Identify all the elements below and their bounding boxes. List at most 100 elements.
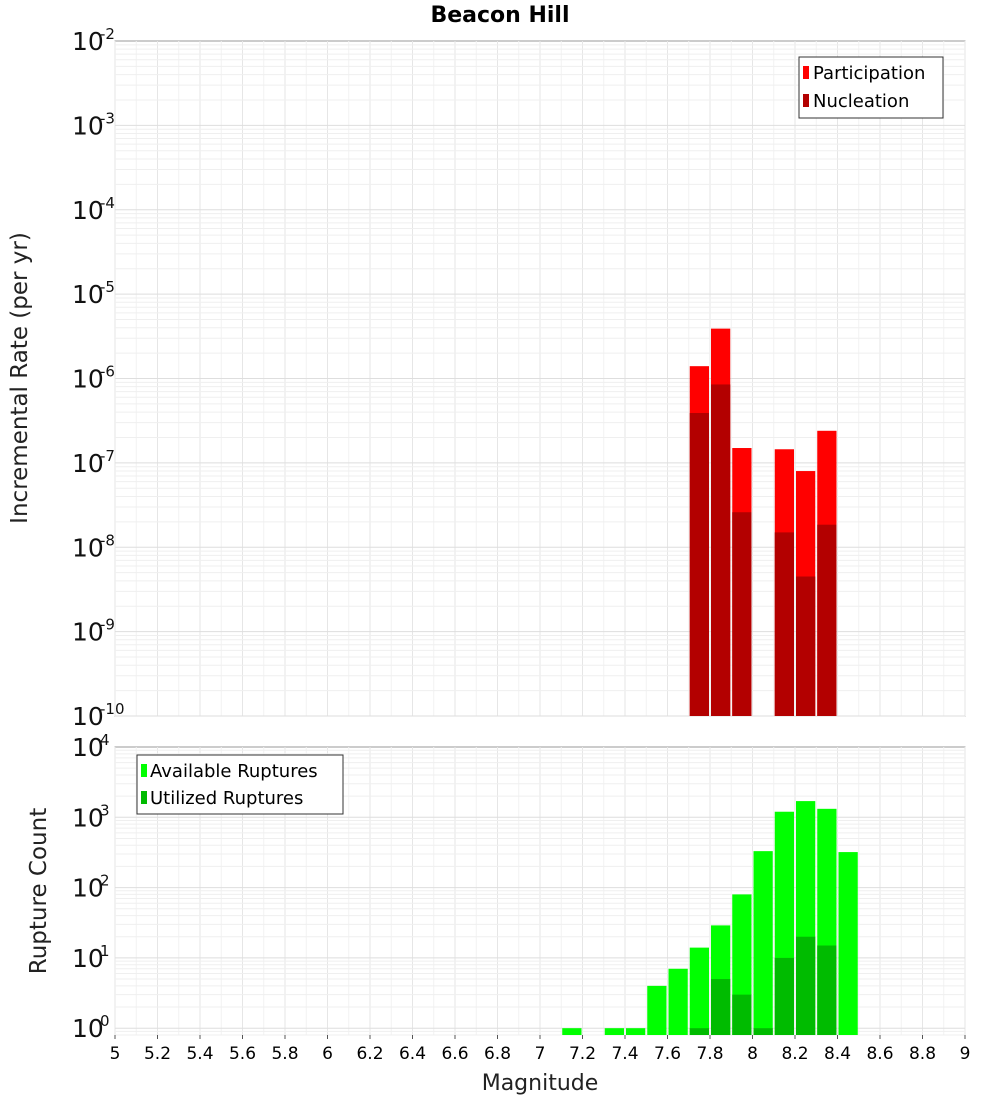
utilized-ruptures-bar — [753, 1028, 773, 1035]
nucleation-bar — [796, 576, 816, 716]
y-tick-base: 10 — [72, 27, 104, 56]
available-ruptures-bar — [668, 968, 688, 1035]
y-tick-exponent: -4 — [100, 194, 115, 212]
y-tick-base: 10 — [72, 618, 104, 647]
nucleation-bar — [774, 532, 794, 716]
count-x-ticks: 5 5.2 5.4 5.6 5.8 6 6.2 6.4 6.6 6.8 7 7.2 7.4 7.6 7.8 8… — [110, 1035, 971, 1064]
nucleation-legend-label: Nucleation — [813, 91, 909, 112]
y-tick-label: 100 — [72, 1012, 110, 1043]
chart-title: Beacon Hill — [430, 3, 569, 28]
y-tick-label: 104 — [72, 731, 110, 762]
y-tick-base: 10 — [72, 280, 104, 309]
x-tick-label: 6 — [322, 1044, 333, 1064]
y-tick-exponent: -7 — [100, 447, 115, 465]
y-tick-base: 10 — [72, 365, 104, 394]
y-tick-base: 10 — [72, 733, 104, 762]
available-ruptures-bar — [626, 1028, 646, 1035]
available-legend-label: Available Ruptures — [150, 761, 318, 782]
x-tick-label: 8.8 — [909, 1044, 936, 1064]
x-tick-label: 9 — [960, 1044, 971, 1064]
y-tick-exponent: 2 — [100, 872, 110, 890]
x-tick-label: 6.8 — [484, 1044, 511, 1064]
y-tick-label: 10-2 — [72, 25, 115, 56]
y-tick-label: 10-9 — [72, 616, 115, 647]
participation-legend-swatch — [803, 66, 809, 79]
x-tick-label: 8.2 — [781, 1044, 808, 1064]
y-tick-base: 10 — [72, 874, 104, 903]
y-tick-exponent: 0 — [100, 1012, 110, 1030]
participation-legend-label: Participation — [813, 63, 925, 84]
utilized-legend-label: Utilized Ruptures — [150, 788, 303, 809]
nucleation-bar — [732, 512, 752, 716]
y-tick-base: 10 — [72, 196, 104, 225]
x-tick-label: 6.6 — [441, 1044, 468, 1064]
x-tick-label: 7.6 — [654, 1044, 681, 1064]
y-tick-exponent: 3 — [100, 801, 110, 819]
x-tick-label: 6.4 — [399, 1044, 426, 1064]
y-tick-label: 103 — [72, 801, 110, 832]
count-legend-box — [136, 754, 344, 815]
available-legend-swatch — [141, 764, 147, 777]
rate-legend-box — [798, 56, 944, 119]
utilized-ruptures-bar — [774, 957, 794, 1035]
available-ruptures-bar — [838, 852, 858, 1035]
y-tick-base: 10 — [72, 533, 104, 562]
x-tick-label: 8 — [747, 1044, 758, 1064]
y-tick-exponent: -8 — [100, 531, 115, 549]
y-tick-label: 10-8 — [72, 531, 115, 562]
rate-y-axis-label: Incremental Rate (per yr) — [7, 232, 33, 524]
utilized-legend-swatch — [141, 791, 147, 804]
utilized-ruptures-bar — [796, 936, 816, 1035]
y-tick-base: 10 — [72, 944, 104, 973]
count-legend: Available Ruptures Utilized Ruptures — [136, 754, 344, 815]
rate-bars — [689, 328, 837, 716]
nucleation-legend-swatch — [803, 94, 809, 107]
available-ruptures-bar — [647, 985, 667, 1035]
available-ruptures-bar — [689, 947, 709, 1035]
y-tick-exponent: 1 — [100, 942, 110, 960]
y-tick-exponent: -9 — [100, 616, 115, 634]
y-tick-base: 10 — [72, 803, 104, 832]
rate-panel: Beacon Hill 10-1010-910-810-710-610-510-… — [7, 3, 966, 731]
x-tick-label: 7.2 — [569, 1044, 596, 1064]
count-bars — [562, 801, 858, 1035]
y-tick-label: 102 — [72, 872, 110, 903]
x-tick-label: 5.4 — [186, 1044, 213, 1064]
x-tick-label: 5.8 — [271, 1044, 298, 1064]
available-ruptures-bar — [753, 851, 773, 1035]
y-tick-label: 10-7 — [72, 447, 115, 478]
x-tick-label: 8.4 — [824, 1044, 851, 1064]
y-tick-exponent: -2 — [100, 25, 115, 43]
y-tick-label: 10-6 — [72, 363, 115, 394]
x-tick-label: 7 — [535, 1044, 546, 1064]
available-ruptures-bar — [604, 1028, 624, 1035]
y-tick-label: 10-10 — [72, 700, 125, 731]
nucleation-bar — [689, 413, 709, 716]
utilized-ruptures-bar — [817, 945, 837, 1035]
x-tick-label: 6.2 — [356, 1044, 383, 1064]
rate-legend: Participation Nucleation — [798, 56, 944, 119]
y-tick-exponent: -10 — [100, 700, 125, 718]
x-tick-label: 5.2 — [144, 1044, 171, 1064]
utilized-ruptures-bar — [711, 979, 731, 1035]
y-tick-base: 10 — [72, 1014, 104, 1043]
y-tick-exponent: -5 — [100, 278, 115, 296]
count-y-axis-label: Rupture Count — [26, 808, 52, 974]
y-tick-base: 10 — [72, 702, 104, 731]
y-tick-exponent: -3 — [100, 109, 115, 127]
y-tick-base: 10 — [72, 111, 104, 140]
available-ruptures-bar — [562, 1028, 582, 1035]
x-tick-label: 7.8 — [696, 1044, 723, 1064]
y-tick-label: 10-5 — [72, 278, 115, 309]
nucleation-bar — [817, 524, 837, 716]
utilized-ruptures-bar — [732, 994, 752, 1035]
y-tick-base: 10 — [72, 449, 104, 478]
utilized-ruptures-bar — [689, 1028, 709, 1035]
rate-gridlines — [114, 41, 966, 717]
y-tick-exponent: 4 — [100, 731, 110, 749]
y-tick-label: 10-3 — [72, 109, 115, 140]
